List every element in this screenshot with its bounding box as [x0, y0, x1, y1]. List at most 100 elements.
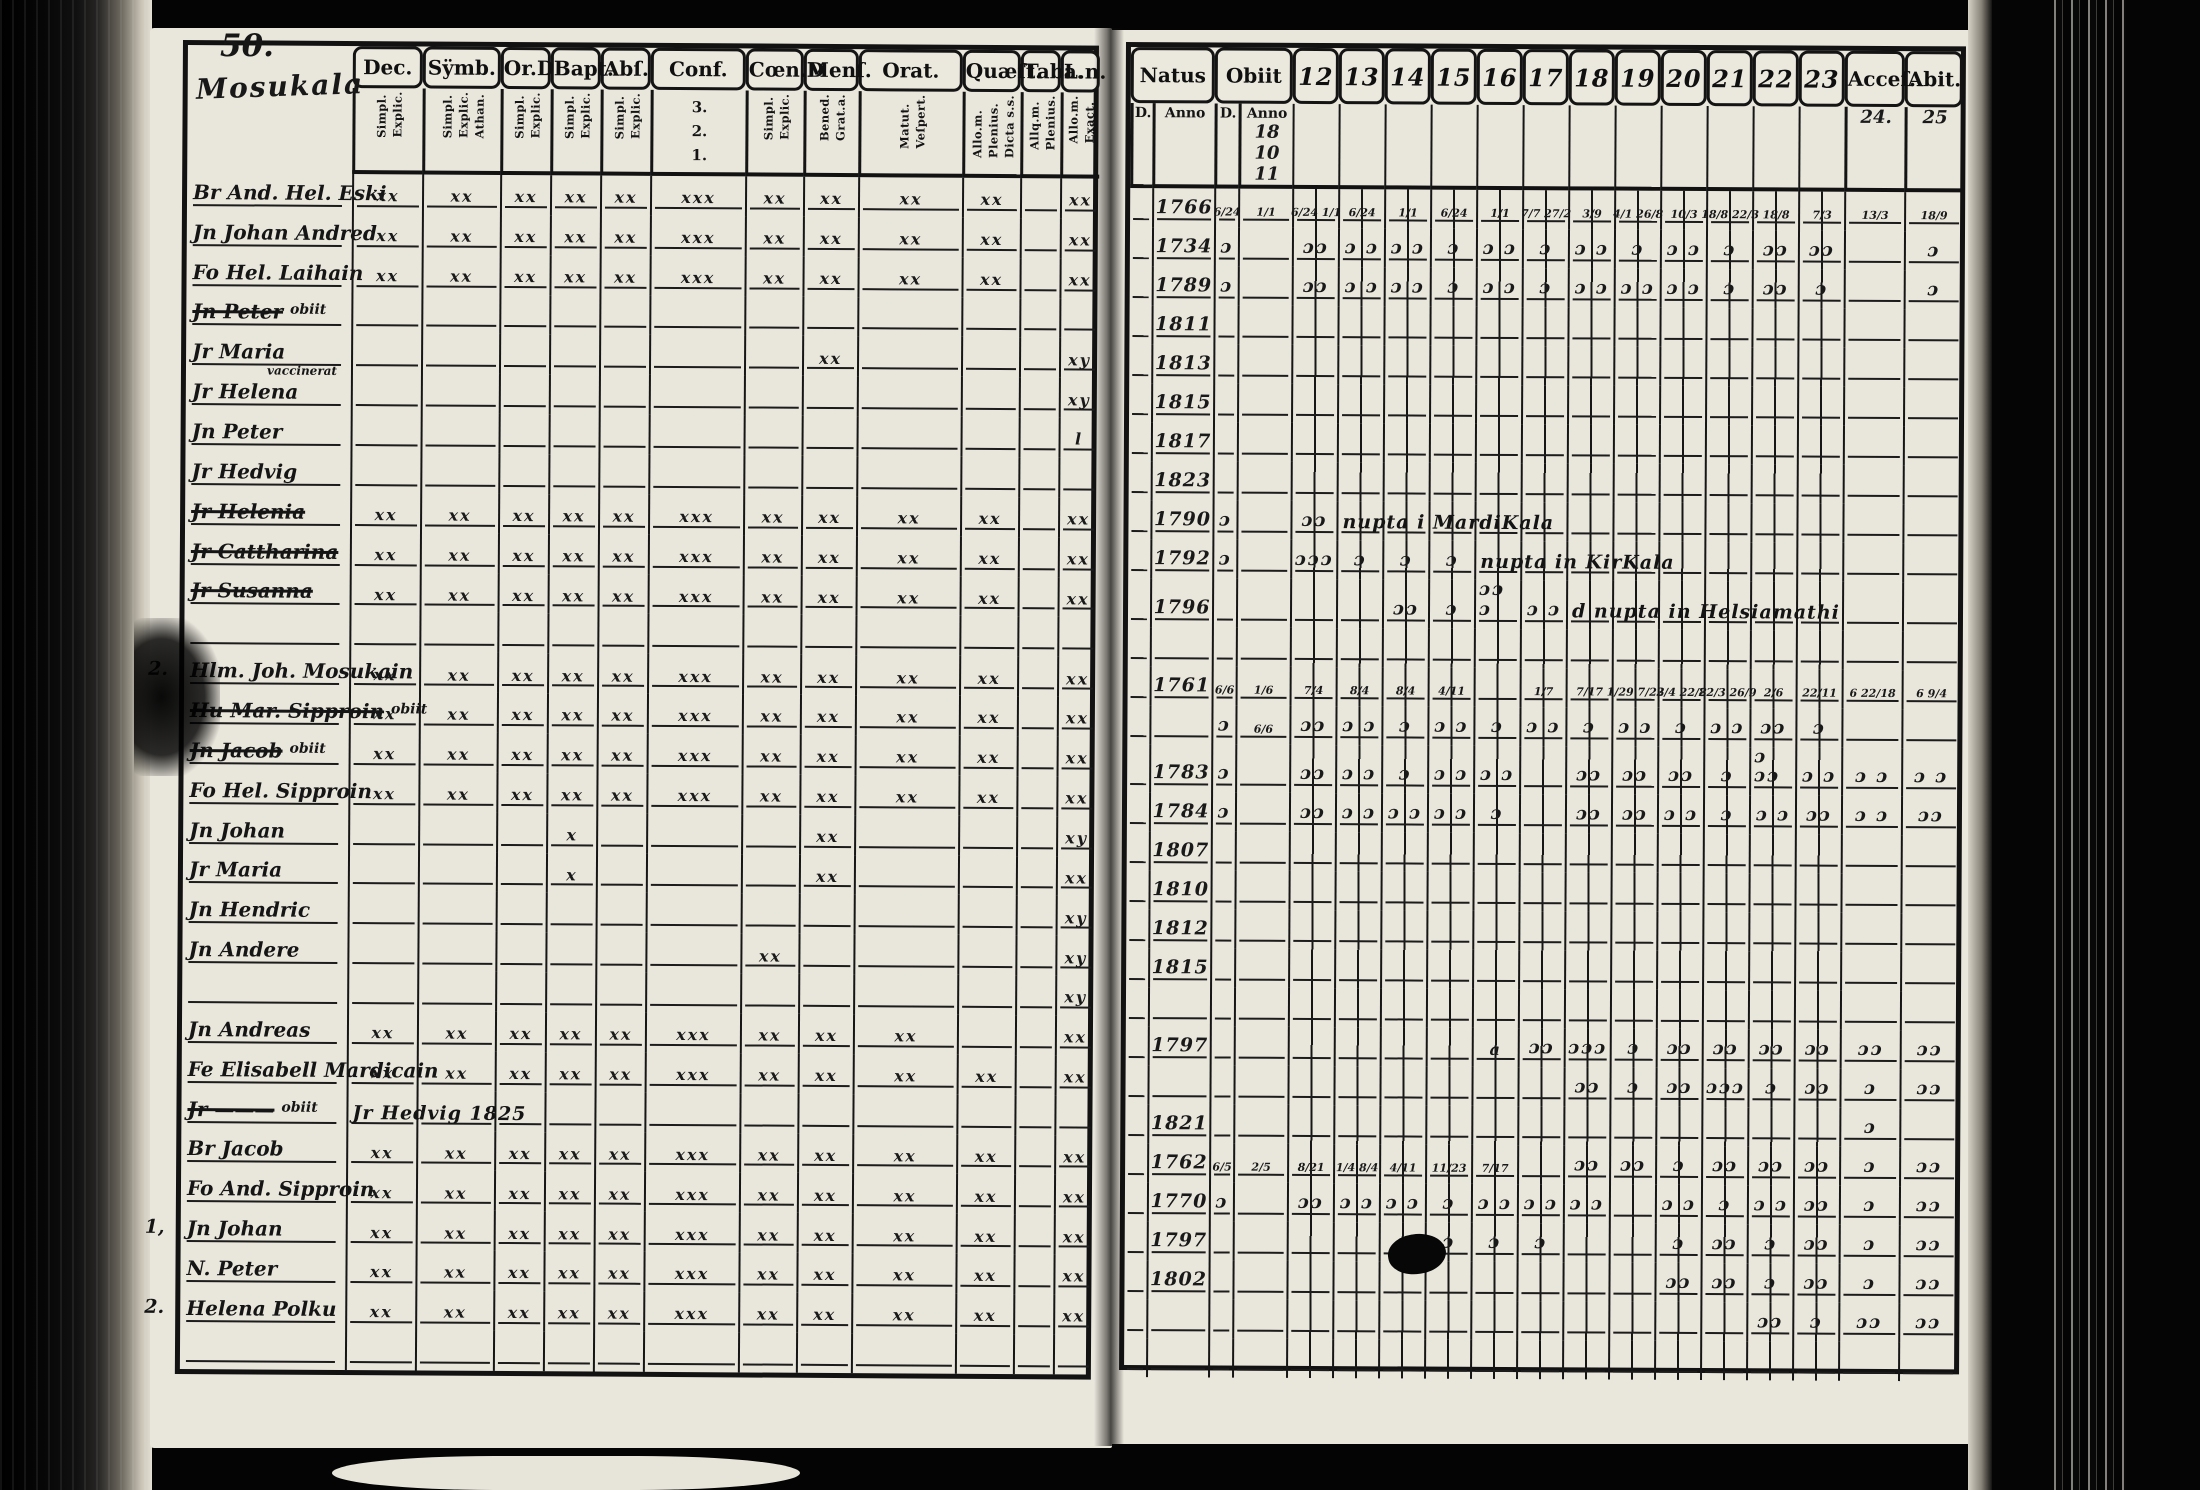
year-mark-cell — [1426, 949, 1473, 990]
person-name: Jn Hendric — [188, 897, 311, 923]
mark-cell: xx — [802, 256, 858, 297]
mark-cell: xx — [493, 1290, 544, 1332]
mark-cell: xxx — [643, 1212, 739, 1253]
year-mark-cell — [1286, 1339, 1333, 1379]
year-mark-cell — [1382, 423, 1430, 463]
mark-cell: xx — [594, 1012, 646, 1053]
year-mark-cell — [1746, 1341, 1793, 1381]
right-page: Natus Obiit 12 13 14 15 16 17 18 19 20 21 22 23 Acceſ.… — [1112, 30, 1974, 1444]
abiit-cell: ɔɔ — [1899, 1147, 1958, 1187]
mark-cell: xx — [547, 494, 599, 535]
person-name-cell — [182, 970, 347, 1011]
natus-year-cell: 1796 — [1149, 578, 1213, 628]
year-mark-cell: 11/23 — [1425, 1144, 1472, 1185]
mark-cell: xy — [1056, 816, 1096, 857]
year-mark-cell — [1750, 464, 1797, 504]
mark-cell: xx — [1057, 656, 1097, 697]
year-mark-cell: ɔ ɔ — [1473, 745, 1520, 795]
natus-day-cell — [1130, 188, 1152, 227]
year-mark-cell — [1286, 1300, 1333, 1340]
column-subheader: Simpl. Explic. — [600, 89, 651, 176]
year-mark-cell: ɔɔ — [1610, 794, 1658, 834]
person-name-cell: Fo And. Sipproin — [181, 1169, 374, 1210]
obiit-year-cell — [1232, 1299, 1287, 1340]
acces-cell: ɔɔ — [1838, 1302, 1899, 1343]
mark-cell: xx — [1054, 1055, 1094, 1096]
mark-cell — [498, 453, 549, 495]
year-mark-cell — [1610, 833, 1657, 873]
year-mark-cell — [1656, 911, 1703, 952]
mark-cell: xy — [1055, 895, 1095, 936]
year-mark-cell: ɔɔɔ — [1290, 539, 1337, 580]
year-mark-cell — [1797, 347, 1844, 387]
year-mark-cell: ɔ — [1657, 707, 1704, 747]
acces-cell — [1840, 873, 1901, 914]
year-mark-cell — [1472, 911, 1519, 951]
year-mark-cell: ɔɔ — [1609, 1145, 1656, 1185]
obiit-year-cell — [1236, 461, 1291, 501]
mark-cell — [850, 1333, 956, 1374]
mark-cell — [348, 811, 419, 853]
register-row — [1128, 626, 1960, 670]
village-title: Mosukala — [195, 67, 365, 106]
mark-cell: xx — [596, 773, 647, 814]
mark-cell — [1058, 457, 1098, 498]
year-mark-cell — [1427, 628, 1474, 668]
natus-year-cell: 1792 — [1150, 539, 1213, 579]
mark-cell: xx — [597, 494, 649, 535]
mark-cell: xx — [799, 694, 856, 736]
acces-cell — [1843, 347, 1904, 388]
year-mark-cell — [1610, 950, 1657, 990]
year-mark-cell: 1/4 8/4 — [1333, 1144, 1380, 1184]
year-mark-cell: 22/11 — [1795, 669, 1842, 709]
mark-cell — [1018, 417, 1059, 458]
year-mark-cell — [1658, 463, 1705, 504]
year-mark-cell — [1288, 949, 1335, 989]
abiit-header: Abit. — [1904, 51, 1963, 108]
mark-cell: xx — [857, 177, 963, 218]
year-mark-cell — [1705, 308, 1752, 348]
year-mark-cell — [1426, 871, 1473, 912]
year-mark-cell: ɔ — [1654, 1223, 1701, 1264]
annotation-vaccinerat: vaccinerat — [267, 363, 338, 379]
year-mark-cell: ɔɔ — [1563, 1145, 1610, 1185]
year-mark-cell — [1474, 462, 1521, 503]
year-mark-cell — [1748, 951, 1795, 991]
mark-cell — [1013, 1174, 1055, 1215]
person-name-cell: Jr Hedvig — [185, 452, 350, 493]
mark-cell — [417, 891, 496, 933]
year-mark-cell: ɔɔ — [1793, 1068, 1840, 1108]
year-mark-cell — [1291, 344, 1338, 385]
mark-cell: xx — [496, 772, 547, 813]
year-mark-cell: ɔ ɔ — [1519, 580, 1567, 629]
year-mark-cell — [1610, 872, 1657, 912]
person-name-cell: Fe Elisabell Mardicain — [182, 1050, 439, 1091]
mark-cell: xx — [739, 1013, 799, 1054]
mark-cell — [648, 375, 744, 416]
year-mark-cell: ɔɔ — [1291, 227, 1339, 268]
person-name-cell: Jr Maria — [183, 851, 348, 892]
year-mark-cell: 8/21 — [1287, 1144, 1334, 1184]
natus-year-cell: 1821 — [1147, 1104, 1210, 1144]
mark-cell — [495, 892, 546, 933]
year-mark-cell — [1563, 1106, 1610, 1146]
mark-cell: xx — [349, 492, 421, 534]
obiit-day-cell — [1208, 1338, 1233, 1378]
mark-cell — [595, 853, 647, 894]
register-row: 1807 — [1127, 831, 1959, 875]
mark-cell — [1017, 536, 1058, 577]
year-mark-cell: ɔɔ — [1793, 1029, 1840, 1069]
mark-cell — [1014, 1055, 1055, 1096]
mark-cell — [740, 854, 800, 895]
mark-cell — [350, 453, 421, 494]
mark-cell: xx — [416, 1011, 496, 1052]
register-row: 1815 — [1126, 948, 1959, 992]
year-mark-cell: ɔ — [1472, 794, 1520, 834]
natus-year-cell: 1815 — [1148, 948, 1211, 988]
mark-cell — [498, 414, 549, 455]
obiit-day-cell: ɔ — [1212, 539, 1237, 579]
mark-cell: xxx — [647, 534, 743, 576]
mark-cell: xxx — [647, 494, 744, 536]
natus-year-cell: 1807 — [1148, 831, 1211, 871]
register-row: 2.Hlm. Joh. Mosukainxxxxxxxxxxxxxxxxxxxx… — [148, 651, 1097, 697]
